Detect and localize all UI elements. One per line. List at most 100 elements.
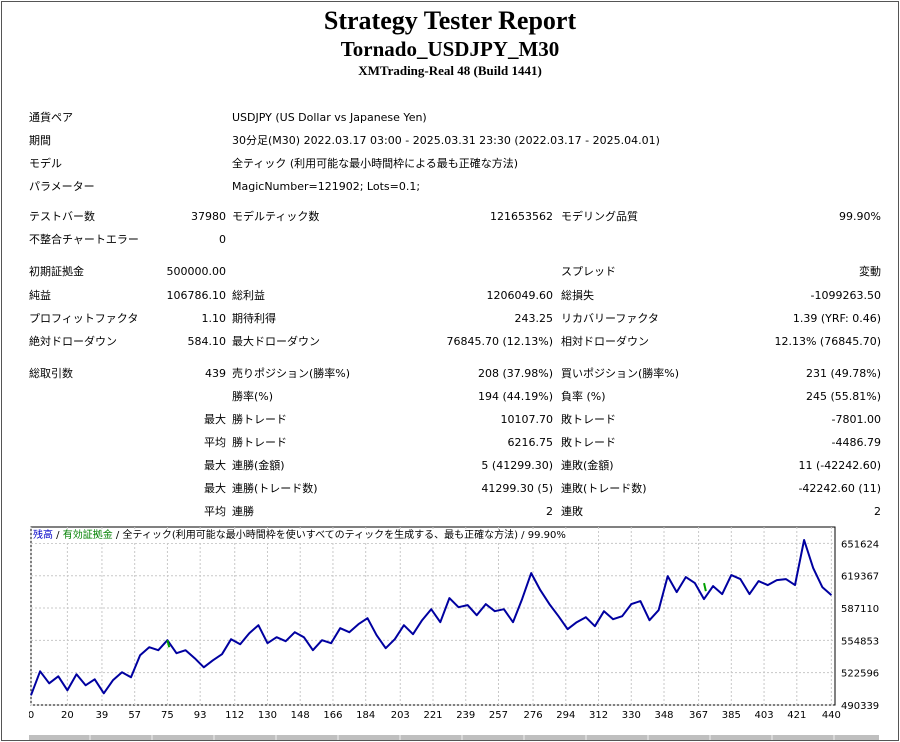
- avg-cons-loss-value: 2: [874, 505, 881, 518]
- avg-cons-win-label: 連勝: [232, 505, 254, 518]
- legend-model: 全ティック(利用可能な最小時間枠を使いすべてのティックを生成する、最も正確な方法…: [122, 530, 518, 541]
- avg-loss-label: 敗トレード: [561, 436, 616, 449]
- x-tick-label: 239: [456, 710, 475, 720]
- report-build: XMTrading-Real 48 (Build 1441): [358, 63, 542, 78]
- x-tick-label: 440: [822, 710, 841, 720]
- win-rate-value: 194 (44.19%): [477, 390, 553, 403]
- x-tick-label: 385: [722, 710, 741, 720]
- max-dd-label: 最大ドローダウン: [232, 335, 320, 348]
- max-cons-label: 最大: [204, 459, 226, 472]
- gross-profit-value: 1206049.60: [486, 289, 553, 302]
- legend-equity: 有効証拠金: [62, 530, 113, 541]
- x-tick-label: 221: [423, 710, 442, 720]
- mismatch-value: 0: [219, 233, 226, 246]
- rel-dd-label: 相対ドローダウン: [561, 335, 649, 348]
- pf-label: プロフィットファクタ: [29, 312, 139, 325]
- y-tick-label: 587110: [841, 604, 879, 615]
- avg-win-label: 勝トレード: [232, 436, 287, 449]
- short-value: 208 (37.98%): [477, 367, 553, 380]
- model-label: モデル: [29, 157, 62, 170]
- balance-chart-svg: 0 20 39 57 75 93 112 130 148 166 184 203 221 239 257 27…: [29, 526, 879, 720]
- legend-separator: /: [53, 530, 63, 541]
- short-label: 売りポジション(勝率%): [232, 367, 351, 380]
- largest-win-label: 勝トレード: [232, 413, 287, 426]
- max-cons-win-label: 連勝(金額): [232, 459, 285, 472]
- largest-win-value: 10107.70: [500, 413, 554, 426]
- spread-label: スプレッド: [561, 265, 616, 278]
- x-tick-label: 257: [489, 710, 508, 720]
- x-tick-label: 130: [258, 710, 277, 720]
- loss-rate-label: 負率 (%): [561, 390, 606, 403]
- legend-separator: /: [112, 530, 123, 541]
- max-cons-win-value: 5 (41299.30): [481, 459, 553, 472]
- max-dd-value: 76845.70 (12.13%): [446, 335, 553, 348]
- x-tick-label: 348: [654, 710, 673, 720]
- params-value: MagicNumber=121902; Lots=0.1;: [232, 180, 421, 193]
- x-tick-label: 184: [356, 710, 375, 720]
- avg-cons-label: 平均: [204, 505, 226, 518]
- total-trades-label: 総取引数: [29, 367, 73, 380]
- deposit-label: 初期証拠金: [29, 265, 84, 278]
- report-subtitle: Tornado_USDJPY_M30: [340, 37, 560, 61]
- x-tick-label: 203: [391, 710, 410, 720]
- x-tick-label: 367: [689, 710, 708, 720]
- x-tick-label: 148: [291, 710, 310, 720]
- total-trades-value: 439: [205, 367, 226, 380]
- average-label: 平均: [204, 436, 226, 449]
- gross-loss-label: 総損失: [561, 289, 594, 302]
- x-tick-label: 0: [29, 710, 34, 720]
- avg-win-value: 6216.75: [507, 436, 554, 449]
- report-title: Strategy Tester Report: [323, 6, 577, 35]
- x-tick-label: 112: [225, 710, 244, 720]
- symbol-value: USDJPY (US Dollar vs Japanese Yen): [232, 111, 427, 124]
- x-tick-label: 421: [787, 710, 806, 720]
- deposit-value: 500000.00: [166, 265, 227, 278]
- x-tick-label: 403: [755, 710, 774, 720]
- avg-loss-value: -4486.79: [831, 436, 881, 449]
- model-value: 全ティック (利用可能な最小時間枠による最も正確な方法): [232, 157, 519, 170]
- ticks-label: モデルティック数: [232, 210, 320, 223]
- recovery-value: 1.39 (YRF: 0.46): [792, 312, 881, 325]
- symbol-label: 通貨ペア: [29, 111, 73, 124]
- x-tick-label: 75: [161, 710, 174, 720]
- win-rate-label: 勝率(%): [232, 390, 274, 403]
- largest-label: 最大: [204, 413, 226, 426]
- legend-quality: 99.90%: [527, 530, 566, 541]
- period-label: 期間: [29, 134, 51, 147]
- y-tick-label: 522596: [841, 669, 879, 680]
- max-cons2-label: 最大: [204, 482, 226, 495]
- max-cons-loss-label: 連敗(金額): [561, 459, 614, 472]
- mismatch-label: 不整合チャートエラー: [29, 233, 139, 246]
- rel-dd-value: 12.13% (76845.70): [774, 335, 881, 348]
- largest-loss-value: -7801.00: [831, 413, 881, 426]
- quality-label: モデリング品質: [561, 210, 638, 223]
- balance-series-line: [30, 539, 833, 696]
- max-cons-profit-value: 41299.30 (5): [481, 482, 553, 495]
- expected-label: 期待利得: [232, 312, 276, 325]
- quality-value: 99.90%: [839, 210, 881, 223]
- expected-value: 243.25: [514, 312, 554, 325]
- legend-separator: /: [517, 530, 528, 541]
- x-tick-label: 276: [523, 710, 542, 720]
- bottom-scroll-strip: [29, 735, 879, 740]
- x-tick-label: 93: [194, 710, 207, 720]
- x-tick-label: 57: [128, 710, 141, 720]
- long-value: 231 (49.78%): [805, 367, 881, 380]
- chart-legend: 残高 / 有効証拠金 / 全ティック(利用可能な最小時間枠を使いすべてのティック…: [33, 529, 568, 543]
- net-value: 106786.10: [166, 289, 227, 302]
- ticks-value: 121653562: [490, 210, 553, 223]
- legend-balance: 残高: [33, 530, 53, 541]
- x-tick-label: 330: [622, 710, 641, 720]
- x-tick-label: 294: [556, 710, 575, 720]
- x-tick-label: 312: [589, 710, 608, 720]
- max-cons-lossamt-label: 連敗(トレード数): [561, 482, 647, 495]
- y-tick-label: 619367: [841, 572, 879, 583]
- abs-dd-value: 584.10: [187, 335, 227, 348]
- long-label: 買いポジション(勝率%): [561, 367, 680, 380]
- period-value: 30分足(M30) 2022.03.17 03:00 - 2025.03.31 …: [232, 134, 660, 147]
- y-tick-label: 651624: [841, 539, 879, 550]
- pf-value: 1.10: [201, 312, 227, 325]
- params-label: パラメーター: [29, 180, 95, 193]
- bars-value: 37980: [191, 210, 226, 223]
- equity-series-mark: [166, 639, 171, 648]
